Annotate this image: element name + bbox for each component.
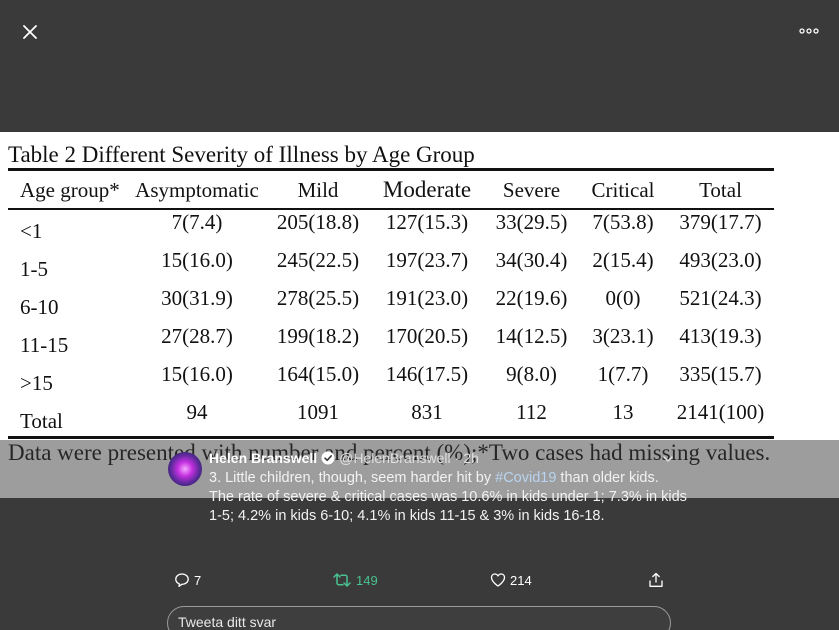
table-cell: 15(16.0) [161, 248, 233, 272]
table-cell: 3(23.1) [592, 324, 654, 348]
tweet-text-segment: 3. Little children, though, seem harder … [209, 470, 496, 486]
table-row: >15 15(16.0) 164(15.0) 146(17.5) 9(8.0) … [8, 360, 774, 398]
column-header: Total [699, 177, 742, 202]
verified-badge-icon [321, 451, 335, 465]
retweet-count: 149 [356, 572, 378, 588]
table-cell: 278(25.5) [276, 286, 360, 310]
table-cell: 112 [516, 400, 547, 424]
table-cell: 335(15.7) [679, 362, 762, 386]
more-horizontal-icon[interactable] [797, 22, 821, 40]
table-header-row: Age group* Asymptomatic Mild Moderate Se… [8, 172, 774, 208]
reply-button[interactable]: 7 [174, 572, 201, 588]
reply-count: 7 [194, 572, 202, 588]
table-cell: 191(23.0) [385, 286, 469, 310]
table-cell: 9(8.0) [506, 362, 557, 386]
table-row: 1-5 15(16.0) 245(22.5) 197(23.7) 34(30.4… [8, 246, 774, 284]
table-cell: 27(28.7) [161, 324, 233, 348]
share-button[interactable] [648, 572, 664, 588]
table-cell: 197(23.7) [385, 248, 469, 272]
table-cell: 493(23.0) [679, 248, 762, 272]
table-cell: 164(15.0) [276, 362, 360, 386]
table-cell: 30(31.9) [161, 286, 233, 310]
table-row: Total 94 1091 831 112 13 2141(100) [8, 398, 774, 436]
table-cell: 1(7.7) [597, 362, 649, 386]
table-cell: 22(19.6) [495, 286, 568, 310]
reply-input[interactable]: Tweeta ditt svar [167, 606, 671, 630]
table-cell: 170(20.5) [385, 324, 469, 348]
table-cell: 14(12.5) [495, 324, 568, 348]
table-row: <1 7(7.4) 205(18.8) 127(15.3) 33(29.5) 7… [8, 208, 774, 246]
table-cell: 94 [186, 400, 208, 424]
close-icon[interactable] [18, 20, 42, 44]
table-cell: >15 [20, 371, 53, 395]
tweet-media-image[interactable]: Table 2 Different Severity of Illness by… [0, 132, 839, 498]
table-row: 11-15 27(28.7) 199(18.2) 170(20.5) 14(12… [8, 322, 774, 360]
severity-table: Age group* Asymptomatic Mild Moderate Se… [8, 172, 774, 436]
table-cell: 34(30.4) [495, 248, 568, 272]
column-header: Moderate [382, 177, 472, 202]
table-cell: 521(24.3) [679, 286, 762, 310]
tweet-actions: 7 149 214 [0, 572, 839, 594]
table-rule-top [8, 168, 774, 171]
table-cell: 127(15.3) [385, 210, 469, 234]
share-icon [649, 572, 663, 587]
chevron-down-icon[interactable] [661, 452, 675, 466]
table-cell: 7(53.8) [592, 210, 654, 234]
table-cell: Total [20, 409, 63, 433]
column-header: Mild [297, 177, 339, 202]
table-cell: 1091 [297, 400, 339, 424]
table-cell: 1-5 [20, 257, 48, 281]
table-cell: 2(15.4) [592, 248, 654, 272]
tweet-text-line: 1-5; 4.2% in kids 6-10; 4.1% in kids 11-… [209, 508, 605, 524]
table-rule-bottom [8, 436, 774, 439]
table-cell: 199(18.2) [276, 324, 360, 348]
tweet-text-segment: than older kids. [556, 470, 659, 486]
table-cell: 6-10 [20, 295, 59, 319]
table-cell: 146(17.5) [385, 362, 469, 386]
retweet-button[interactable]: 149 [332, 572, 378, 588]
table-cell: 205(18.8) [276, 210, 360, 234]
like-count: 214 [510, 572, 532, 588]
author-handle[interactable]: @HelenBranswell [339, 450, 451, 466]
column-header: Critical [591, 177, 655, 202]
table-cell: 15(16.0) [161, 362, 233, 386]
table-cell: 379(17.7) [679, 210, 762, 234]
table-cell: <1 [20, 219, 43, 243]
table-cell: 33(29.5) [495, 210, 568, 234]
avatar[interactable] [168, 452, 202, 486]
table-cell: 13 [612, 400, 634, 424]
tweet-time: 2h [463, 450, 479, 466]
table-cell: 2141(100) [676, 400, 765, 424]
table-rule-header [8, 208, 774, 210]
column-header: Asymptomatic [135, 177, 259, 202]
table-cell: 7(7.4) [171, 210, 223, 234]
tweet-text-line: 3. Little children, though, seem harder … [209, 469, 679, 488]
viewer-top-bar [0, 0, 839, 132]
retweet-icon [333, 573, 351, 587]
table-cell: 413(19.3) [679, 324, 762, 348]
reply-icon [175, 573, 189, 587]
table-title: Table 2 Different Severity of Illness by… [8, 142, 475, 167]
like-button[interactable]: 214 [490, 572, 532, 588]
author-name[interactable]: Helen Branswell [209, 450, 318, 466]
table-cell: 0(0) [605, 286, 641, 310]
table-cell: 831 [411, 400, 443, 424]
tweet-header: Helen Branswell @HelenBranswell · 2h [209, 450, 479, 466]
tweet-overlay-scrim [0, 440, 839, 498]
tweet-text-line: The rate of severe & critical cases was … [209, 489, 687, 505]
tweet-text: 3. Little children, though, seem harder … [209, 469, 687, 526]
table-cell: 245(22.5) [276, 248, 360, 272]
table-row: 6-10 30(31.9) 278(25.5) 191(23.0) 22(19.… [8, 284, 774, 322]
heart-icon [490, 573, 506, 587]
column-header: Age group* [20, 177, 120, 202]
hashtag-link[interactable]: #Covid19 [495, 470, 557, 486]
column-header: Severe [502, 177, 561, 202]
reply-input-placeholder: Tweeta ditt svar [178, 614, 277, 630]
table-cell: 11-15 [20, 333, 69, 357]
meta-separator: · [454, 450, 460, 466]
